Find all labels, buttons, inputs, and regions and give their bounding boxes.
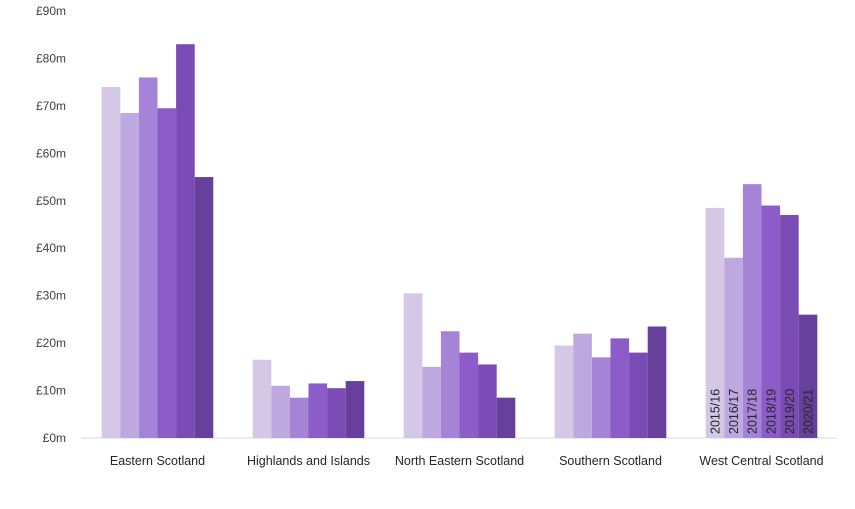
bar — [573, 333, 592, 438]
bar — [176, 44, 195, 439]
bar — [554, 345, 574, 438]
bar — [629, 352, 648, 438]
bar — [157, 108, 177, 438]
bar — [780, 215, 799, 438]
x-category-label: Eastern Scotland — [110, 454, 205, 468]
bar — [138, 77, 158, 439]
x-category-label: Southern Scotland — [559, 454, 662, 468]
bar — [422, 366, 441, 438]
y-axis-ticks: £0m £10m £20m £30m £40m £50m £60m £70m £80m £90m — [36, 4, 66, 445]
bar — [761, 205, 781, 438]
y-tick-label: £50m — [36, 194, 66, 208]
bar — [742, 184, 762, 438]
y-tick-label: £60m — [36, 146, 66, 160]
bar — [271, 385, 290, 438]
y-tick-label: £20m — [36, 336, 66, 350]
series-labels: 2015/16 2016/17 2017/18 2018/19 2019/20 2020/… — [709, 389, 816, 434]
bar — [705, 207, 725, 438]
bar — [478, 364, 497, 438]
bar — [647, 326, 667, 438]
series-label: 2016/17 — [727, 389, 741, 434]
y-tick-label: £90m — [36, 4, 66, 18]
bar — [610, 338, 630, 438]
bar — [798, 314, 818, 438]
y-tick-label: £30m — [36, 289, 66, 303]
bar — [101, 86, 121, 438]
bar — [120, 113, 139, 438]
x-category-label: Highlands and Islands — [247, 454, 370, 468]
bar — [252, 359, 272, 438]
bar — [308, 383, 328, 438]
y-tick-label: £10m — [36, 384, 66, 398]
series-label: 2018/19 — [764, 389, 778, 434]
series-label: 2017/18 — [746, 389, 760, 434]
bar — [194, 177, 214, 438]
series-label: 2019/20 — [783, 389, 797, 434]
bars — [101, 44, 818, 439]
bar — [724, 257, 743, 438]
bar — [591, 357, 611, 438]
y-tick-label: £70m — [36, 99, 66, 113]
bar — [459, 352, 479, 438]
y-tick-label: £0m — [43, 431, 66, 445]
bar — [327, 388, 346, 438]
bar — [403, 293, 423, 438]
series-label: 2020/21 — [802, 389, 816, 434]
bar — [440, 331, 460, 438]
series-label: 2015/16 — [709, 389, 723, 434]
y-tick-label: £80m — [36, 51, 66, 65]
x-category-label: West Central Scotland — [699, 454, 823, 468]
x-category-label: North Eastern Scotland — [395, 454, 524, 468]
bar — [496, 397, 516, 438]
category-labels: Eastern Scotland Highlands and Islands Nor… — [110, 454, 824, 468]
bar — [345, 381, 365, 438]
y-tick-label: £40m — [36, 241, 66, 255]
bar — [289, 397, 309, 438]
